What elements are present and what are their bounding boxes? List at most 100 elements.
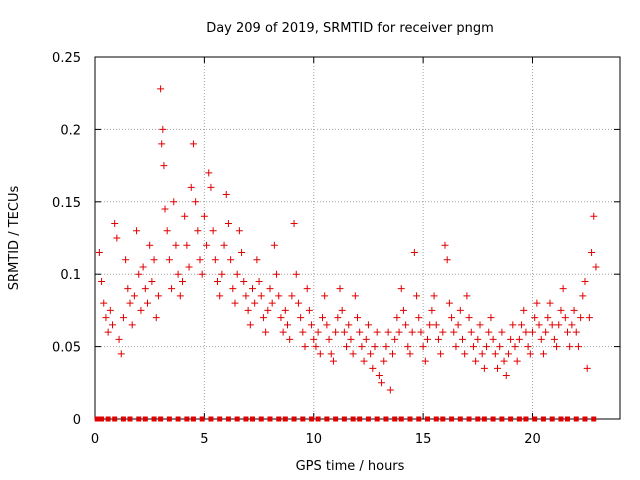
data-point (130, 292, 138, 300)
data-point (139, 263, 147, 271)
baseline-point (333, 416, 339, 422)
data-point (546, 299, 554, 307)
data-point (343, 343, 351, 351)
data-point (104, 328, 112, 336)
baseline-point (523, 416, 529, 422)
baseline-point (540, 416, 546, 422)
data-point (338, 306, 346, 314)
baseline-point (440, 416, 446, 422)
data-point (559, 285, 567, 293)
baseline-point (217, 416, 223, 422)
baseline-point (365, 416, 371, 422)
baseline-point (243, 416, 249, 422)
data-point (209, 227, 217, 235)
data-point (509, 321, 517, 329)
data-point (109, 321, 116, 329)
data-point (301, 343, 309, 351)
baseline-point (166, 416, 172, 422)
data-point (144, 299, 151, 307)
grid-lines (95, 57, 620, 419)
x-tick-label: 10 (305, 432, 322, 447)
data-point (128, 321, 136, 329)
data-point (255, 277, 263, 285)
data-point (133, 227, 141, 235)
data-point (126, 299, 134, 307)
data-point (487, 314, 495, 322)
data-point (220, 241, 228, 249)
data-point (544, 314, 552, 322)
data-point (557, 306, 565, 314)
baseline-point (234, 416, 240, 422)
data-point (494, 364, 501, 372)
baseline-point (383, 416, 389, 422)
baseline-point (127, 416, 133, 422)
data-point (537, 335, 545, 343)
data-point (542, 328, 550, 336)
data-point (165, 256, 173, 264)
data-point (192, 198, 200, 206)
data-point (478, 350, 486, 358)
data-point (240, 277, 248, 285)
data-points (95, 85, 600, 394)
data-point (148, 277, 156, 285)
data-point (299, 328, 307, 336)
baseline-point (199, 416, 205, 422)
data-point (362, 335, 370, 343)
baseline-point (175, 416, 181, 422)
data-point (305, 306, 313, 314)
baseline-point (258, 416, 264, 422)
baseline-point (309, 416, 315, 422)
data-point (198, 270, 206, 278)
data-point (570, 306, 578, 314)
data-point (316, 350, 324, 358)
data-point (253, 256, 261, 264)
data-point (511, 343, 519, 351)
data-point (367, 350, 375, 358)
data-point (135, 270, 143, 278)
data-point (561, 314, 569, 322)
data-point (585, 314, 593, 322)
baseline-point (341, 416, 347, 422)
data-point (288, 292, 296, 300)
data-point (329, 357, 337, 365)
data-point (314, 328, 322, 336)
baseline-point (558, 416, 564, 422)
data-point (345, 321, 353, 329)
data-point (321, 292, 329, 300)
data-point (273, 270, 281, 278)
data-point (264, 306, 272, 314)
data-point (336, 285, 344, 293)
x-tick-label: 5 (200, 432, 208, 447)
data-point (279, 328, 287, 336)
data-point (224, 220, 232, 228)
data-point (115, 335, 123, 343)
baseline-point (282, 416, 288, 422)
data-point (242, 292, 250, 300)
data-point (122, 256, 130, 264)
data-point (391, 335, 399, 343)
baseline-point (532, 416, 538, 422)
data-point (158, 140, 166, 148)
data-point (216, 292, 224, 300)
x-axis-label: GPS time / hours (296, 459, 405, 474)
data-point (229, 285, 237, 293)
data-point (393, 314, 401, 322)
data-point (211, 256, 219, 264)
data-point (233, 270, 241, 278)
data-point (408, 328, 416, 336)
data-point (526, 350, 534, 358)
data-point (579, 292, 587, 300)
data-point (222, 191, 230, 199)
data-point (364, 321, 372, 329)
data-point (150, 256, 158, 264)
baseline-point (158, 416, 164, 422)
data-point (200, 212, 208, 220)
data-point (170, 198, 178, 206)
data-point (518, 321, 526, 329)
data-point (474, 335, 482, 343)
data-point (325, 335, 333, 343)
data-point (432, 321, 440, 329)
data-point (539, 350, 547, 358)
data-point (577, 314, 585, 322)
baseline-point (416, 416, 422, 422)
